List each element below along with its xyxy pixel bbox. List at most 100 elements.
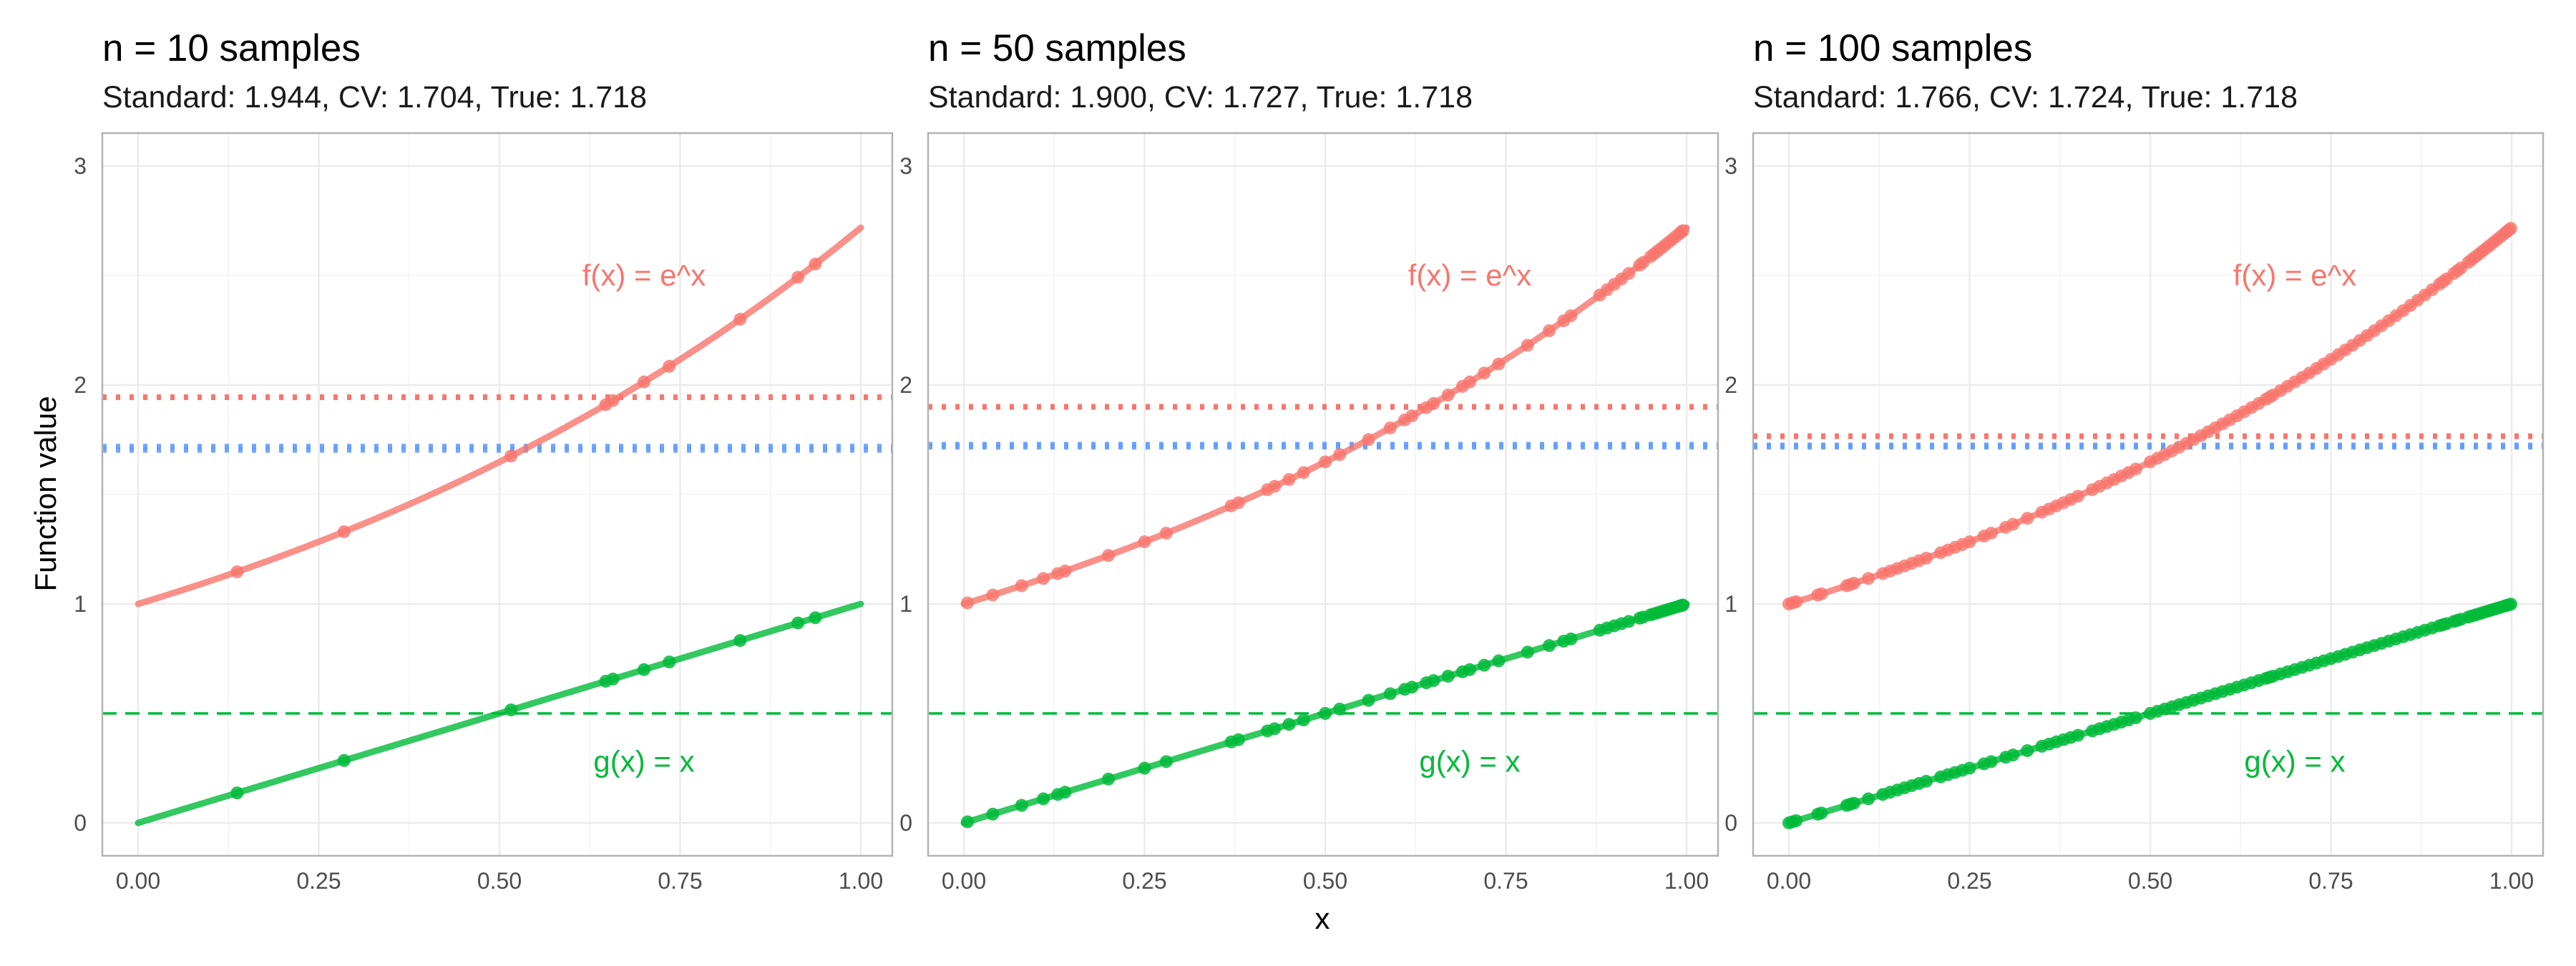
g-annotation: g(x) = x <box>593 744 694 778</box>
g-sample-point <box>2072 728 2084 742</box>
f-sample-point <box>1441 389 1455 402</box>
g-sample-point <box>2021 744 2034 758</box>
f-annotation: f(x) = e^x <box>2233 258 2357 292</box>
g-sample-point <box>1543 639 1556 653</box>
g-sample-point <box>2504 597 2517 611</box>
g-sample-point <box>1297 713 1310 727</box>
f-sample-point <box>986 588 1000 602</box>
y-tick-label: 3 <box>899 153 912 179</box>
f-sample-point <box>1102 549 1115 562</box>
f-sample-point <box>1138 535 1151 549</box>
g-sample-point <box>1427 674 1440 688</box>
x-tick-label: 0.75 <box>1483 868 1528 894</box>
x-tick-label: 1.00 <box>2489 868 2534 894</box>
g-sample-point <box>638 663 650 676</box>
f-sample-point <box>1037 572 1050 585</box>
f-sample-point <box>2504 222 2517 235</box>
g-sample-point <box>504 703 518 717</box>
panel-title: n = 50 samples <box>928 27 1186 69</box>
g-sample-point <box>1268 722 1282 736</box>
panel-subtitle: Standard: 1.766, CV: 1.724, True: 1.718 <box>1753 80 2298 114</box>
g-sample-point <box>1383 687 1397 701</box>
plot-area <box>1753 222 2543 829</box>
g-sample-point <box>1058 786 1072 799</box>
panel-subtitle: Standard: 1.900, CV: 1.727, True: 1.718 <box>928 80 1473 114</box>
f-sample-point <box>1282 473 1296 487</box>
f-sample-point <box>1564 309 1578 323</box>
f-sample-point <box>504 449 518 463</box>
f-sample-point <box>1319 455 1332 469</box>
g-sample-point <box>230 786 244 800</box>
x-tick-label: 0.25 <box>1122 868 1166 894</box>
panel-border <box>927 132 1719 857</box>
f-sample-point <box>1268 479 1282 493</box>
y-tick-label: 1 <box>1724 591 1737 617</box>
x-tick-label: 0.75 <box>658 868 702 894</box>
g-sample-point <box>1492 654 1506 668</box>
f-sample-point <box>663 359 676 373</box>
f-sample-point <box>1463 375 1476 389</box>
g-sample-point <box>1963 761 1976 775</box>
g-sample-point <box>1159 755 1173 769</box>
g-sample-point <box>2006 748 2020 762</box>
y-tick-label: 1 <box>74 591 87 617</box>
g-sample-point <box>2129 711 2142 725</box>
g-sample-point <box>1919 774 1933 788</box>
x-tick-label: 0.50 <box>477 868 522 894</box>
f-sample-point <box>1159 527 1173 540</box>
f-sample-point <box>1478 366 1491 380</box>
f-sample-point <box>2072 489 2084 503</box>
g-sample-point <box>1441 669 1455 683</box>
f-sample-point <box>1015 579 1028 592</box>
g-sample-point <box>1319 707 1332 720</box>
f-sample-point <box>1333 448 1347 462</box>
f-sample-point <box>1622 267 1636 280</box>
panel-subtitle: Standard: 1.944, CV: 1.704, True: 1.718 <box>102 80 647 114</box>
y-tick-label: 3 <box>1724 153 1737 179</box>
f-sample-point <box>1790 595 1803 608</box>
panel-title: n = 100 samples <box>1753 27 2032 69</box>
f-sample-point <box>1521 338 1534 352</box>
x-tick-label: 0.75 <box>2308 868 2353 894</box>
x-tick-label: 0.25 <box>1947 868 1991 894</box>
x-tick-label: 0.25 <box>296 868 341 894</box>
f-sample-point <box>1362 433 1375 447</box>
g-sample-point <box>1564 632 1578 645</box>
x-axis-title: x <box>1315 902 1330 935</box>
f-sample-point <box>2006 517 2020 531</box>
panel-border <box>101 132 894 857</box>
x-tick-label: 0.50 <box>2128 868 2172 894</box>
g-annotation: g(x) = x <box>2244 744 2345 778</box>
g-sample-point <box>663 655 676 669</box>
g-sample-point <box>733 634 747 648</box>
g-sample-point <box>1231 733 1245 746</box>
g-sample-point <box>1015 799 1028 812</box>
panel-3: n = 100 samples Standard: 1.766, CV: 1.72… <box>1724 27 2545 894</box>
f-sample-point <box>809 257 822 270</box>
g-sample-point <box>1037 792 1050 806</box>
g-sample-point <box>1862 792 1875 806</box>
f-sample-point <box>1862 572 1875 585</box>
f-sample-point <box>1847 577 1860 590</box>
panel-1: n = 10 samples Standard: 1.944, CV: 1.704… <box>74 27 894 894</box>
g-sample-point <box>606 672 620 686</box>
f-sample-point <box>2129 462 2142 476</box>
y-tick-label: 3 <box>74 153 87 179</box>
f-sample-point <box>1058 565 1072 578</box>
f-sample-point <box>733 313 747 326</box>
x-tick-label: 0.00 <box>116 868 160 894</box>
y-tick-label: 0 <box>1724 810 1737 836</box>
g-sample-point <box>1362 693 1375 707</box>
g-sample-point <box>1282 718 1296 731</box>
g-sample-point <box>1333 702 1347 716</box>
f-sample-point <box>638 375 650 389</box>
g-sample-point <box>791 616 805 630</box>
f-sample-point <box>791 270 805 284</box>
g-sample-point <box>961 815 975 829</box>
f-sample-point <box>2021 512 2034 525</box>
y-tick-label: 2 <box>899 372 912 398</box>
f-sample-point <box>230 565 244 579</box>
y-tick-label: 0 <box>899 810 912 836</box>
g-sample-point <box>1847 796 1860 810</box>
